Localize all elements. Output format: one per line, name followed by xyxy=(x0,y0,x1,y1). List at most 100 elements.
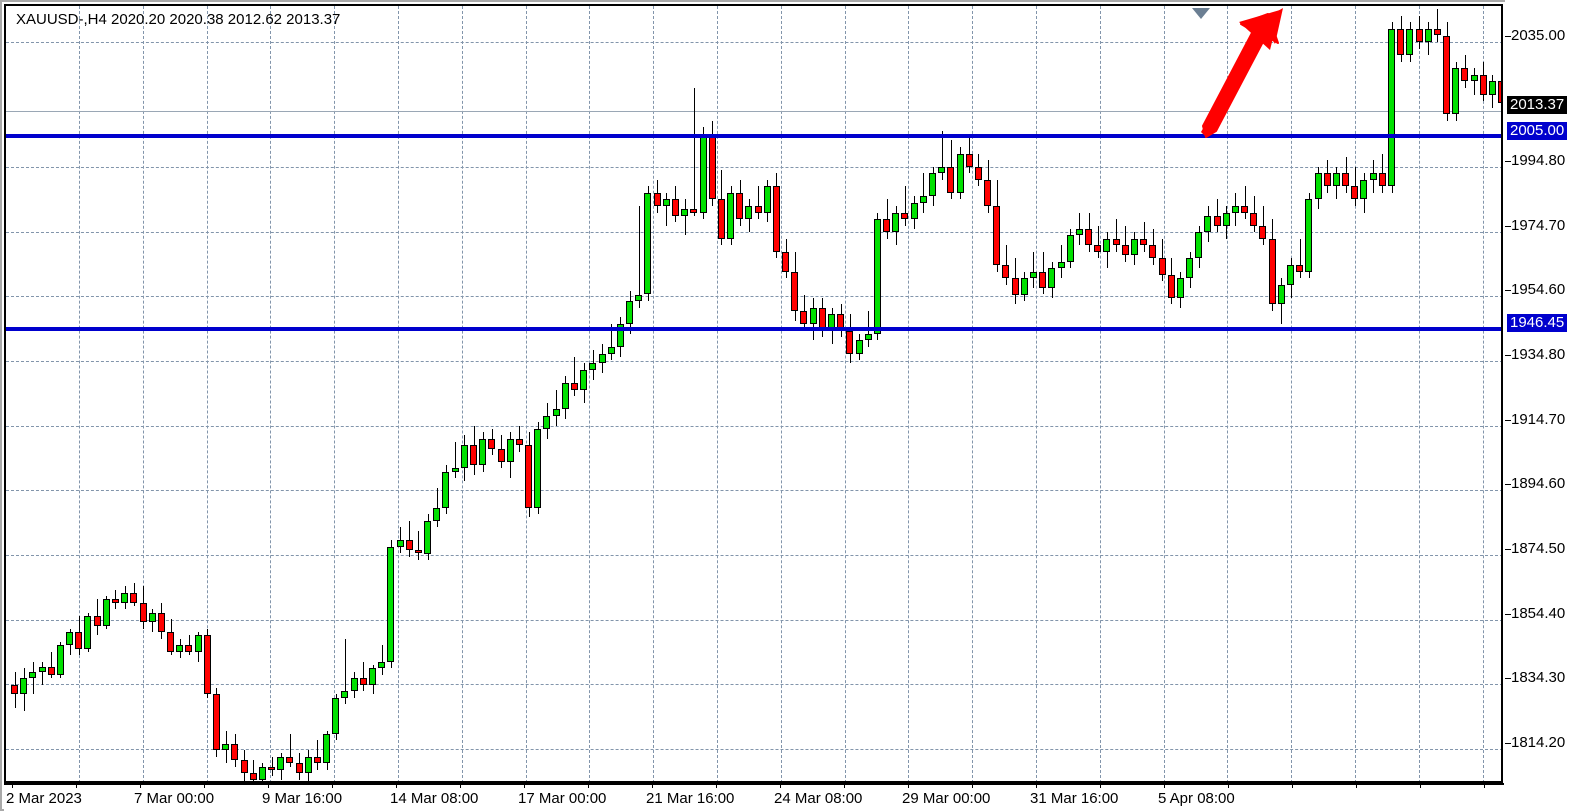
time-axis-label: 29 Mar 00:00 xyxy=(902,790,991,807)
candle-body xyxy=(323,733,331,764)
candle-body xyxy=(938,166,946,174)
candle-wick xyxy=(1144,222,1145,252)
candle-body xyxy=(864,333,872,341)
candle-body xyxy=(139,602,147,623)
candle-wick xyxy=(758,186,759,220)
vertical-gridline xyxy=(1099,6,1101,781)
candle-body xyxy=(1342,173,1350,187)
candle-body xyxy=(883,219,891,233)
time-tick xyxy=(12,783,13,788)
candle-body xyxy=(1213,215,1221,226)
time-tick xyxy=(268,783,269,788)
candle-body xyxy=(681,209,689,216)
price-axis[interactable]: 2035.00 1994.80 1974.70 1954.60 1934.80 1914.… xyxy=(1505,0,1576,783)
time-minor-tick xyxy=(76,783,77,788)
candle-body xyxy=(102,599,110,626)
candle-body xyxy=(268,766,276,770)
candle-wick xyxy=(1033,251,1034,288)
candle-body xyxy=(1498,80,1501,104)
candle-body xyxy=(515,438,523,446)
candle-body xyxy=(332,697,340,734)
level-line-resistance[interactable] xyxy=(6,134,1501,138)
candle-body xyxy=(598,353,606,364)
candle-body xyxy=(1048,268,1056,288)
chart-plot-area[interactable]: XAUUSD-,H4 2020.20 2020.38 2012.62 2013.… xyxy=(4,4,1503,783)
candle-wick xyxy=(437,487,438,528)
candle-body xyxy=(1388,28,1395,187)
price-badge-support-level[interactable]: 1946.45 xyxy=(1507,314,1568,332)
price-axis-label: 1874.50 xyxy=(1511,540,1566,557)
candle-body xyxy=(1259,225,1267,239)
price-tick xyxy=(1505,226,1511,227)
candle-body xyxy=(304,756,312,774)
candle-body xyxy=(203,635,211,695)
candle-body xyxy=(1479,74,1487,95)
time-axis-label: 5 Apr 08:00 xyxy=(1158,790,1235,807)
candle-body xyxy=(1121,245,1129,256)
candle-body xyxy=(84,615,92,649)
candle-body xyxy=(1029,271,1037,279)
candle-body xyxy=(1204,215,1212,233)
candle-body xyxy=(1452,68,1460,115)
price-axis-label: 1934.80 xyxy=(1511,346,1566,363)
horizontal-gridline xyxy=(6,749,1501,750)
candle-body xyxy=(396,540,404,547)
price-badge-resistance-level[interactable]: 2005.00 xyxy=(1507,122,1568,140)
candle-body xyxy=(974,166,982,180)
candle-body xyxy=(708,133,716,200)
price-axis-label: 1854.40 xyxy=(1511,605,1566,622)
time-tick xyxy=(908,783,909,788)
candle-body xyxy=(653,192,661,206)
candle-body xyxy=(1268,238,1276,305)
time-tick xyxy=(652,783,653,788)
vertical-gridline xyxy=(461,6,463,781)
level-line-support[interactable] xyxy=(6,327,1501,331)
price-axis-label: 1814.20 xyxy=(1511,734,1566,751)
candle-body xyxy=(644,192,652,295)
price-tick xyxy=(1505,678,1511,679)
vertical-gridline xyxy=(1036,6,1037,781)
candle-body xyxy=(157,612,165,633)
candle-body xyxy=(892,212,900,233)
time-axis-label: 31 Mar 16:00 xyxy=(1030,790,1119,807)
candle-body xyxy=(20,678,28,695)
vertical-gridline xyxy=(398,6,399,781)
candle-body xyxy=(956,153,964,193)
candle-body xyxy=(525,445,533,508)
time-axis[interactable]: 2 Mar 2023 7 Mar 00:00 9 Mar 16:00 14 Mar 0… xyxy=(4,783,1576,811)
candle-body xyxy=(736,192,744,220)
candle-body xyxy=(1277,284,1285,305)
candle-body xyxy=(277,756,285,770)
candle-body xyxy=(727,192,735,239)
chart-canvas xyxy=(6,6,1501,781)
time-axis-label: 2 Mar 2023 xyxy=(6,790,82,807)
price-tick xyxy=(1505,36,1511,37)
candle-body xyxy=(387,546,395,662)
candle-body xyxy=(506,438,514,462)
vertical-gridline xyxy=(780,6,782,781)
candle-body xyxy=(1287,265,1295,285)
price-badge-current-price[interactable]: 2013.37 xyxy=(1507,96,1568,114)
candle-body xyxy=(1296,265,1304,272)
price-axis-label: 1894.60 xyxy=(1511,475,1566,492)
candle-body xyxy=(965,153,973,167)
vertical-gridline xyxy=(717,6,718,781)
candle-body xyxy=(791,271,799,311)
price-tick xyxy=(1505,549,1511,550)
candle-body xyxy=(148,612,156,623)
price-tick xyxy=(1505,484,1511,485)
time-minor-tick xyxy=(716,783,717,788)
candle-body xyxy=(442,471,450,508)
candle-body xyxy=(38,666,46,672)
candle-body xyxy=(240,760,248,774)
candle-body xyxy=(690,209,698,213)
candle-body xyxy=(1066,235,1074,262)
candle-body xyxy=(1158,258,1166,275)
candle-body xyxy=(1176,278,1184,298)
candle-wick xyxy=(611,324,612,361)
candle-body xyxy=(231,743,239,761)
candle-wick xyxy=(923,173,924,213)
candle-wick xyxy=(317,740,318,770)
candle-wick xyxy=(33,661,34,695)
price-axis-label: 1954.60 xyxy=(1511,281,1566,298)
